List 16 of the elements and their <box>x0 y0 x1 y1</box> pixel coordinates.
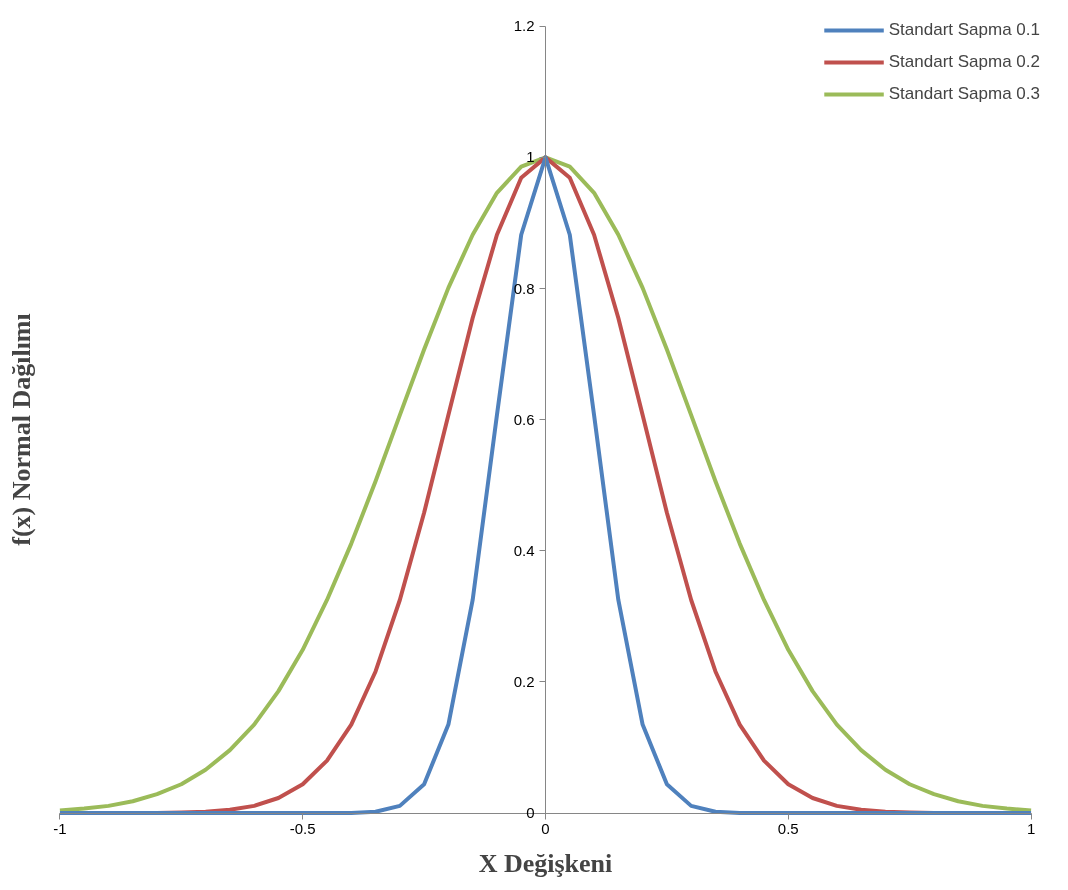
y-tick-label: 1 <box>526 148 535 166</box>
legend-label: Standart Sapma 0.3 <box>888 84 1040 104</box>
x-axis-title: X Değişkeni <box>478 848 613 878</box>
y-tick-label: 0 <box>526 804 535 822</box>
legend-label: Standart Sapma 0.2 <box>888 52 1040 72</box>
x-tick-label: 0.5 <box>777 820 799 838</box>
x-tick-label: 1 <box>1026 820 1036 838</box>
x-tick-label: -0.5 <box>289 820 316 838</box>
legend-label: Standart Sapma 0.1 <box>888 20 1040 40</box>
x-tick-label: -1 <box>53 820 67 838</box>
y-tick-label: 0.2 <box>513 672 535 690</box>
y-tick-label: 0.4 <box>513 541 535 559</box>
y-axis-title: f(x) Normal Dağılımı <box>6 313 36 546</box>
y-tick-label: 0.6 <box>513 410 535 428</box>
x-tick-label: 0 <box>541 820 550 838</box>
y-tick-label: 1.2 <box>513 17 535 35</box>
